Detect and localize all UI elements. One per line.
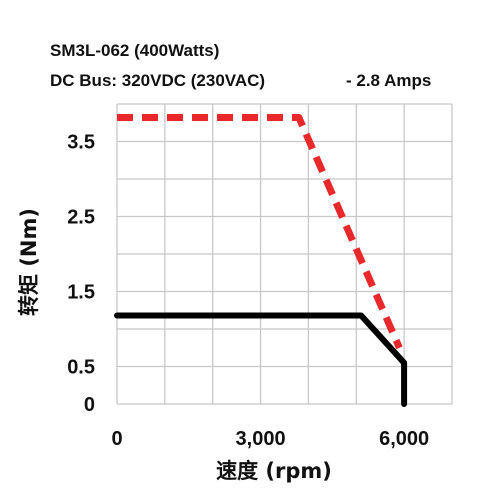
chart-title-model: SM3L-062 (400Watts) [50, 41, 219, 60]
x-tick-label-0: 0 [111, 428, 122, 450]
y-axis-label: 转矩 (Nm) [17, 208, 41, 316]
chart-title-current: - 2.8 Amps [346, 71, 431, 90]
y-tick-label-2: 1.5 [67, 282, 95, 304]
continuous-torque-line [114, 312, 408, 407]
y-tick-label-3: 2.5 [67, 207, 95, 229]
y-tick-label-0: 0 [84, 394, 95, 416]
x-tick-labels: 0 3,000 6,000 [111, 428, 429, 450]
y-tick-label-4: 3.5 [67, 132, 95, 154]
x-tick-label-2: 6,000 [379, 428, 429, 450]
y-tick-label-1: 0.5 [67, 357, 95, 379]
peak-torque-line [117, 114, 403, 350]
x-tick-label-1: 3,000 [236, 428, 286, 450]
series-group [114, 114, 408, 407]
x-axis-label: 速度 (rpm) [216, 459, 332, 483]
y-tick-labels: 0 0.5 1.5 2.5 3.5 [67, 132, 95, 417]
chart-title-bus: DC Bus: 320VDC (230VAC) [50, 71, 265, 90]
